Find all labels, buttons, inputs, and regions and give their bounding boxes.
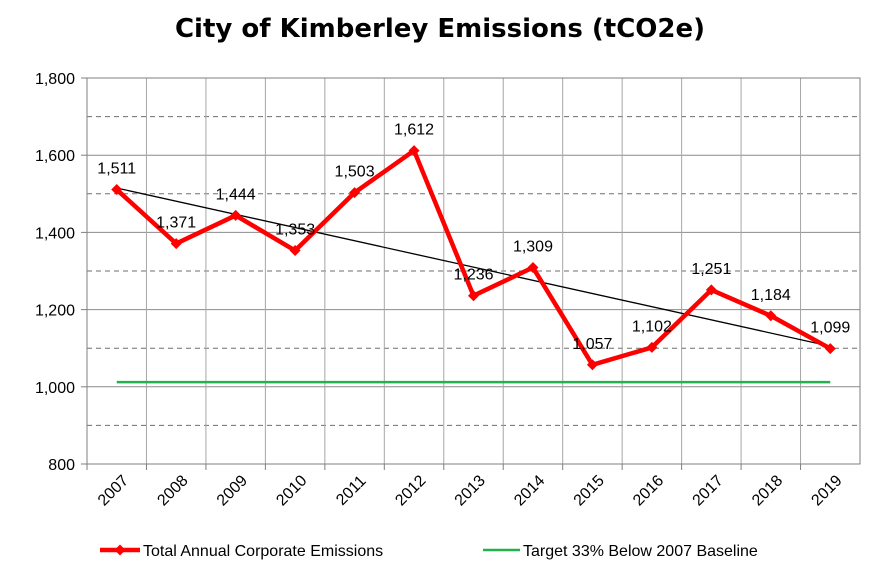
data-label: 1,511 bbox=[97, 161, 136, 178]
y-tick-label: 1,400 bbox=[35, 225, 75, 242]
data-label: 1,612 bbox=[394, 122, 434, 139]
x-tick-label: 2018 bbox=[749, 472, 786, 509]
data-label: 1,236 bbox=[453, 267, 493, 284]
data-point bbox=[646, 341, 658, 353]
data-point bbox=[705, 284, 717, 296]
data-label: 1,184 bbox=[751, 287, 791, 304]
y-tick-label: 800 bbox=[48, 457, 75, 474]
x-tick-label: 2011 bbox=[333, 473, 369, 509]
data-label: 1,099 bbox=[810, 320, 850, 337]
x-tick-label: 2017 bbox=[690, 472, 727, 509]
data-label: 1,353 bbox=[275, 222, 315, 239]
data-label: 1,444 bbox=[216, 186, 256, 203]
x-tick-label: 2014 bbox=[511, 472, 548, 509]
data-labels: 1,511 1,371 1,444 1,353 1,503 1,612 1,236 1,309… bbox=[97, 122, 850, 353]
vertical-gridlines bbox=[145, 78, 802, 464]
legend: Total Annual Corporate Emissions Target 3… bbox=[100, 543, 758, 560]
y-tick-label: 1,800 bbox=[35, 71, 75, 88]
x-tick-label: 2015 bbox=[571, 472, 608, 509]
y-tick-label: 1,200 bbox=[35, 303, 75, 320]
data-point bbox=[527, 262, 539, 274]
y-tick-label: 1,000 bbox=[35, 380, 75, 397]
x-tick-label: 2016 bbox=[630, 472, 667, 509]
x-tick-label: 2008 bbox=[154, 472, 191, 509]
data-label: 1,371 bbox=[156, 215, 196, 232]
legend-marker-emissions bbox=[114, 544, 126, 556]
series-layer bbox=[111, 145, 836, 384]
plot-border bbox=[86, 77, 861, 465]
x-tick-label: 2009 bbox=[214, 472, 251, 509]
data-label: 1,503 bbox=[335, 164, 375, 181]
data-point bbox=[170, 238, 182, 250]
legend-label-emissions: Total Annual Corporate Emissions bbox=[143, 543, 383, 560]
data-label: 1,057 bbox=[572, 336, 612, 353]
legend-label-target: Target 33% Below 2007 Baseline bbox=[523, 543, 758, 560]
x-tick-label: 2010 bbox=[273, 472, 310, 509]
data-point bbox=[289, 245, 301, 257]
data-point bbox=[111, 184, 123, 196]
x-tick-label: 2007 bbox=[95, 472, 132, 509]
data-point bbox=[408, 145, 420, 157]
data-label: 1,251 bbox=[691, 261, 731, 278]
y-axis-ticks: 800 1,000 1,200 1,400 1,600 1,800 bbox=[35, 71, 87, 474]
x-tick-label: 2012 bbox=[392, 472, 429, 509]
data-label: 1,102 bbox=[632, 318, 672, 335]
data-label: 1,309 bbox=[513, 239, 553, 256]
x-axis-ticks: 2007 2008 2009 2010 2011 2012 2013 2014 2015 2016… bbox=[86, 464, 846, 509]
data-point bbox=[586, 359, 598, 371]
gridlines bbox=[87, 116, 860, 426]
data-point bbox=[349, 187, 361, 199]
x-tick-label: 2013 bbox=[452, 472, 489, 509]
y-tick-label: 1,600 bbox=[35, 148, 75, 165]
data-point bbox=[468, 290, 479, 302]
data-point bbox=[230, 209, 242, 221]
data-point bbox=[824, 343, 836, 355]
chart-title: City of Kimberley Emissions (tCO2e) bbox=[174, 14, 706, 44]
data-point bbox=[765, 310, 777, 322]
x-tick-label: 2019 bbox=[808, 472, 845, 509]
